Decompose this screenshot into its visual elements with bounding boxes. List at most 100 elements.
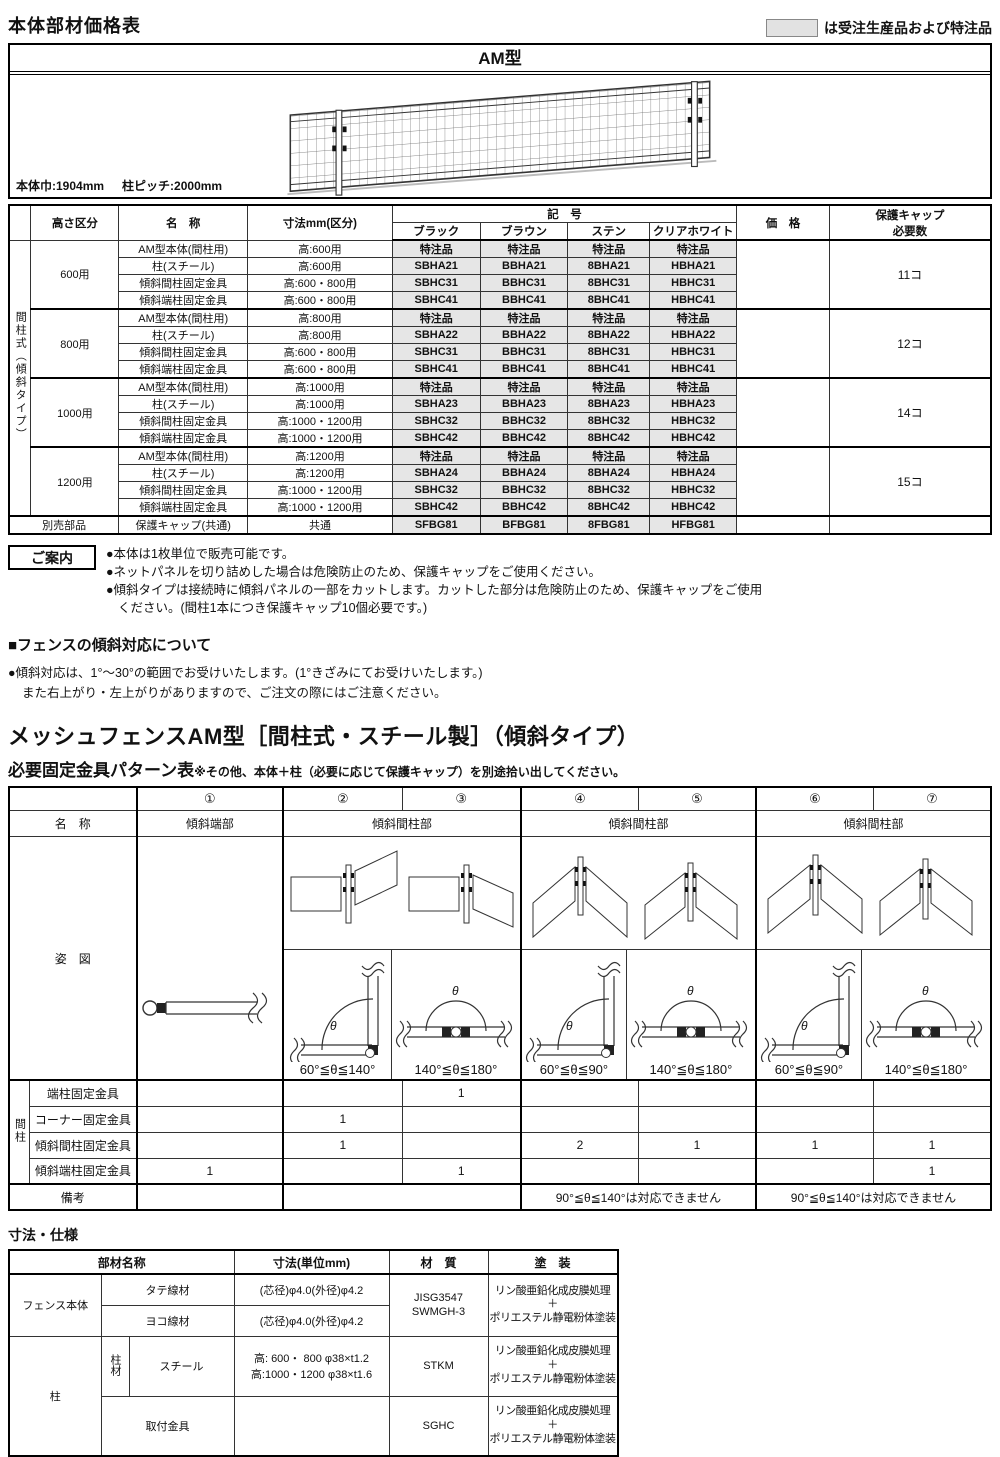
part-name: 保護キャップ(共通) [118, 515, 249, 535]
part-size: 高:600用 [247, 239, 393, 258]
part-name: 傾斜間柱固定金具 [118, 412, 249, 430]
code-cell: HBHA24 [649, 464, 738, 482]
price-row: 傾斜間柱固定金具 高:1000・1200用 SBHC32 BBHC32 8BHC… [9, 481, 991, 499]
part-size: 共通 [247, 515, 393, 535]
cap-count-cell [828, 515, 992, 535]
qty-cell: 1 [637, 1131, 757, 1159]
fitting-label: 端柱固定金具 [29, 1079, 138, 1107]
qty-cell: 1 [401, 1157, 522, 1185]
code-cell: 8BHC32 [567, 481, 651, 499]
guide-label: ご案内 [8, 545, 96, 570]
code-cell: 8BHC41 [567, 360, 651, 379]
code-cell: SBHA24 [391, 464, 481, 482]
code-cell: HBHC42 [649, 429, 738, 448]
col-black: ブラック [391, 222, 481, 241]
code-cell: 8FBG81 [567, 515, 651, 535]
group-name: 傾斜間柱部 [282, 810, 522, 837]
code-cell: SBHC42 [391, 429, 481, 448]
slope-line: ●傾斜対応は、1°〜30°の範囲でお受けいたします。(1°きざみにてお受けいたし… [8, 665, 483, 680]
angle-figure-corner: θ 60°≦θ≦140° [285, 950, 391, 1079]
angle-range-label: 60°≦θ≦140° [299, 1062, 376, 1077]
code-cell: SBHC42 [391, 498, 481, 517]
code-cell: HBHC41 [649, 291, 738, 310]
post-pitch-label: 柱ピッチ:2000mm [122, 179, 223, 193]
remarks-label: 備考 [8, 1183, 138, 1211]
code-cell: 特注品 [479, 377, 569, 396]
part-size: 高:1200用 [247, 464, 393, 482]
pillar-material-vlabel: 柱材 [109, 1353, 121, 1376]
svg-text:θ: θ [922, 984, 929, 998]
spec-header-row: 部材名称 寸法(単位mm) 材 質 塗 装 [8, 1249, 618, 1275]
steel-size: 高: 600・ 800 φ38×t1.2 高:1000・1200 φ38×t1.… [233, 1335, 390, 1397]
fitting-label: 取付金具 [100, 1395, 235, 1457]
part-size: 高:600・800用 [247, 360, 393, 379]
code-cell: BBHA23 [479, 395, 569, 413]
pattern-number: ② [282, 786, 403, 811]
col-brown: ブラウン [479, 222, 569, 241]
qty-cell: 1 [401, 1079, 522, 1107]
code-cell: SFBG81 [391, 515, 481, 535]
fence-image-area: 本体巾:1904mm 柱ピッチ:2000mm [10, 75, 990, 197]
code-cell: 8BHA21 [567, 257, 651, 275]
material-line: SWMGH-3 [411, 1306, 466, 1319]
code-cell: 8BHC32 [567, 412, 651, 430]
part-size: 高:600・800用 [247, 274, 393, 292]
qty-cell: 1 [872, 1131, 992, 1159]
fitting-label: 傾斜間柱固定金具 [29, 1131, 138, 1159]
code-cell: 特注品 [479, 446, 569, 465]
qty-cell [282, 1157, 403, 1185]
code-cell: BFBG81 [479, 515, 569, 535]
code-cell: 特注品 [391, 377, 481, 396]
angle-figure-corner: θ 60°≦θ≦90° [523, 950, 626, 1079]
part-size: 高:600・800用 [247, 343, 393, 361]
pattern-number: ⑥ [754, 786, 874, 811]
remarks-row: 備考 90°≦θ≦140°は対応できません 90°≦θ≦140°は対応できません [8, 1183, 992, 1211]
spec-row: フェンス本体 タテ線材 (芯径)φ4.0(外径)φ4.2 JISG3547 SW… [8, 1273, 618, 1337]
code-cell: 8BHC42 [567, 498, 651, 517]
fitting-label: コーナー固定金具 [29, 1105, 138, 1133]
side-label: 間柱式（傾斜タイプ） [14, 311, 27, 442]
corner-angle-icon: θ [525, 961, 621, 1062]
code-cell: BBHC42 [479, 498, 569, 517]
panel-perspective-figure [757, 837, 990, 950]
code-cell: SBHC41 [391, 291, 481, 310]
part-name: AM型本体(間柱用) [118, 377, 249, 396]
guide-section: ご案内 ●本体は1枚単位で販売可能です。 ●ネットパネルを切り詰めした場合は危険… [8, 545, 992, 618]
angle-range-label: 140°≦θ≦180° [414, 1062, 498, 1077]
figure-label: 姿 図 [54, 951, 91, 966]
code-cell: BBHC42 [479, 429, 569, 448]
part-name: AM型本体(間柱用) [118, 308, 249, 327]
material-cell: JISG3547 SWMGH-3 [388, 1273, 489, 1337]
part-name: 柱(スチール) [118, 257, 249, 275]
steel-size-line: 高: 600・ 800 φ38×t1.2 [253, 1353, 370, 1365]
col-clearwhite: クリアホワイト [649, 222, 738, 241]
pillar-group-label: 間柱 [13, 1117, 26, 1144]
code-cell: 8BHC42 [567, 429, 651, 448]
code-cell: HBHA22 [649, 326, 738, 344]
panel-perspective-figure [522, 837, 755, 950]
qty-cell: 1 [282, 1105, 403, 1133]
part-name: 傾斜間柱固定金具 [118, 274, 249, 292]
code-cell: SBHC31 [391, 274, 481, 292]
code-cell: 8BHA24 [567, 464, 651, 482]
angle-figure-straight: θ 140°≦θ≦180° [625, 950, 755, 1079]
pattern-number: ⑦ [872, 786, 992, 811]
code-cell: 特注品 [567, 377, 651, 396]
part-size: 高:1200用 [247, 446, 393, 465]
qty-cell [519, 1079, 639, 1107]
part-size: 高:600・800用 [247, 291, 393, 310]
code-cell: 特注品 [649, 446, 738, 465]
code-cell: BBHC32 [479, 481, 569, 499]
straight-angle-icon: θ [630, 984, 748, 1048]
coating-line: リン酸亜鉛化成皮膜処理 [494, 1405, 611, 1418]
guide-line: ●本体は1枚単位で販売可能です。 [106, 547, 295, 561]
part-name: 傾斜端柱固定金具 [118, 498, 249, 517]
price-row: 1200用 AM型本体(間柱用) 高:1200用 特注品 特注品 特注品 特注品… [9, 446, 992, 517]
figure-end-cell [135, 836, 284, 1081]
price-row: 間柱式（傾斜タイプ） 600用 AM型本体(間柱用) 高:600用 特注品 特注… [8, 239, 992, 517]
code-cell: SBHA21 [391, 257, 481, 275]
corner-cell [8, 786, 138, 811]
code-cell: HBHC42 [649, 498, 738, 517]
material-cell: STKM [388, 1335, 489, 1397]
code-cell: 特注品 [567, 446, 651, 465]
